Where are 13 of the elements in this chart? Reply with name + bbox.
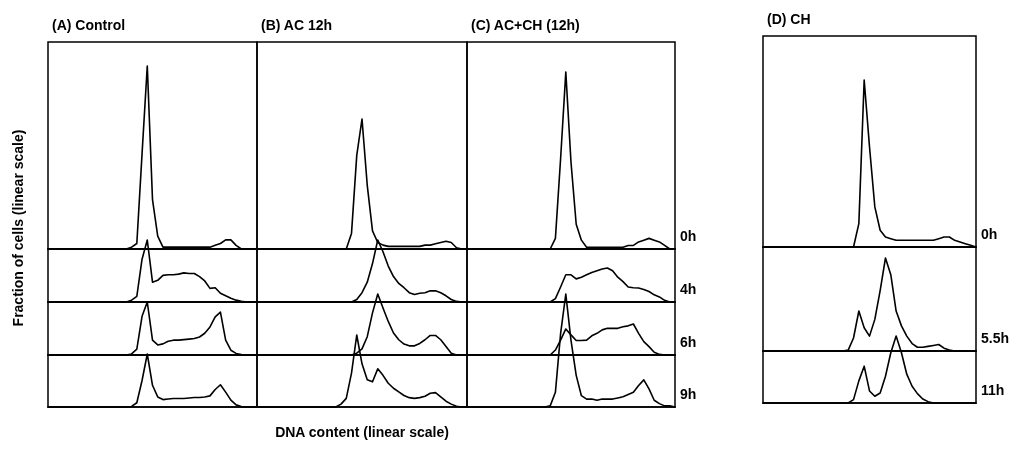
chart-title: (D) CH [767, 11, 811, 27]
chart-title: (B) AC 12h [261, 17, 333, 33]
text: 0h [981, 226, 998, 242]
chart-title: (C) AC+CH (12h) [471, 17, 580, 33]
x-axis-title: DNA content (linear scale) [275, 424, 449, 440]
chart-title: (A) Control [52, 17, 126, 33]
text: 6h [680, 334, 697, 350]
text: 5.5h [981, 330, 1010, 346]
y-axis-title: Fraction of cells (linear scale) [10, 129, 26, 327]
text: 4h [680, 281, 697, 297]
text: 9h [680, 386, 697, 402]
text: 11h [981, 382, 1005, 398]
text: 0h [680, 228, 697, 244]
